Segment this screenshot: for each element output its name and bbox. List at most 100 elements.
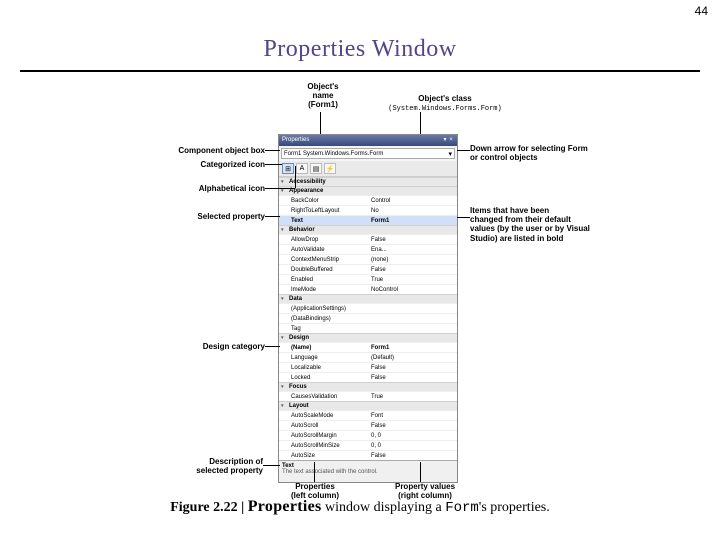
property-value[interactable]: False [368, 235, 457, 244]
property-row[interactable]: AutoScrollMargin0, 0 [279, 430, 457, 440]
lead-categorized [265, 164, 282, 165]
category-header[interactable]: Focus [279, 382, 457, 391]
property-value[interactable] [368, 304, 457, 313]
property-row[interactable]: AutoValidateEna... [279, 244, 457, 254]
property-value[interactable]: True [368, 275, 457, 284]
property-value[interactable]: Control [368, 196, 457, 205]
property-name: BackColor [279, 196, 368, 205]
property-name: AutoScrollMargin [279, 431, 368, 440]
property-name: Tag [279, 324, 368, 333]
page-number: 44 [695, 4, 708, 18]
property-row[interactable]: BackColorControl [279, 195, 457, 205]
property-row[interactable]: DoubleBufferedFalse [279, 264, 457, 274]
close-icon[interactable]: × [448, 135, 454, 146]
property-name: AutoScaleMode [279, 411, 368, 420]
alphabetical-icon[interactable]: A [296, 163, 308, 174]
title-underline [20, 70, 700, 72]
property-row[interactable]: AllowDropFalse [279, 234, 457, 244]
property-value[interactable]: Form1 [368, 216, 457, 225]
combo-text: Form1 System.Windows.Forms.Form [284, 151, 383, 157]
callout-object-class: Object's class (System.Windows.Forms.For… [370, 94, 520, 113]
categorized-icon[interactable]: ⊞ [282, 163, 294, 174]
lead-props-col [314, 462, 315, 482]
chevron-down-icon[interactable]: ▾ [448, 150, 452, 158]
property-row[interactable]: AutoSizeFalse [279, 450, 457, 460]
category-header[interactable]: Layout [279, 401, 457, 410]
window-titlebar: Properties ▾× [279, 135, 457, 146]
property-name: Locked [279, 373, 368, 382]
property-name: ContextMenuStrip [279, 255, 368, 264]
property-row[interactable]: Language(Default) [279, 352, 457, 362]
property-name: Language [279, 353, 368, 362]
property-row[interactable]: CausesValidationTrue [279, 391, 457, 401]
property-value[interactable]: No [368, 206, 457, 215]
property-row[interactable]: AutoScrollMinSize0, 0 [279, 440, 457, 450]
property-value[interactable]: (none) [368, 255, 457, 264]
property-value[interactable]: False [368, 373, 457, 382]
property-name: Text [279, 216, 368, 225]
properties-grid: AccessibilityAppearanceBackColorControlR… [279, 177, 457, 460]
category-header[interactable]: Data [279, 294, 457, 303]
property-value[interactable]: 0, 0 [368, 431, 457, 440]
callout-object-name: Object's name (Form1) [288, 82, 358, 110]
property-value[interactable]: 0, 0 [368, 441, 457, 450]
property-value[interactable] [368, 314, 457, 323]
property-row[interactable]: (DataBindings) [279, 313, 457, 323]
property-row[interactable]: LockedFalse [279, 372, 457, 382]
property-name: AutoScroll [279, 421, 368, 430]
property-value[interactable]: False [368, 421, 457, 430]
property-value[interactable]: Ena... [368, 245, 457, 254]
property-row[interactable]: ImeModeNoControl [279, 284, 457, 294]
property-value[interactable] [368, 324, 457, 333]
component-object-box[interactable]: Form1 System.Windows.Forms.Form ▾ [281, 148, 455, 159]
figure-area: Object's name (Form1) Object's class (Sy… [0, 84, 720, 494]
category-header[interactable]: Accessibility [279, 177, 457, 186]
callout-design-cat: Design category [165, 342, 265, 351]
titlebar-icons: ▾× [442, 135, 454, 146]
property-name: (ApplicationSettings) [279, 304, 368, 313]
lead-bold-items [457, 217, 470, 218]
category-header[interactable]: Behavior [279, 225, 457, 234]
figure-caption: Figure 2.22 | Properties window displayi… [0, 498, 720, 516]
lead-selected-prop [265, 216, 280, 217]
lead-design-cat [265, 346, 280, 347]
property-row[interactable]: EnabledTrue [279, 274, 457, 284]
description-body: The text associated with the control. [282, 469, 454, 475]
property-value[interactable]: True [368, 392, 457, 401]
property-row[interactable]: (ApplicationSettings) [279, 303, 457, 313]
property-value[interactable]: False [368, 363, 457, 372]
category-header[interactable]: Design [279, 333, 457, 342]
lead-component-box [265, 150, 280, 151]
property-value[interactable]: False [368, 451, 457, 460]
property-row[interactable]: AutoScrollFalse [279, 420, 457, 430]
properties-window: Properties ▾× Form1 System.Windows.Forms… [278, 134, 458, 483]
property-row[interactable]: RightToLeftLayoutNo [279, 205, 457, 215]
property-row[interactable]: (Name)Form1 [279, 342, 457, 352]
property-value[interactable]: NoControl [368, 285, 457, 294]
property-value[interactable]: Form1 [368, 343, 457, 352]
property-row[interactable]: TextForm1 [279, 215, 457, 225]
property-name: AutoValidate [279, 245, 368, 254]
property-value[interactable]: (Default) [368, 353, 457, 362]
property-row[interactable]: AutoScaleModeFont [279, 410, 457, 420]
properties-toolbar: ⊞ A ▤ ⚡ [279, 161, 457, 177]
property-name: ImeMode [279, 285, 368, 294]
property-value[interactable]: Font [368, 411, 457, 420]
properties-page-icon[interactable]: ▤ [310, 163, 322, 174]
property-name: AutoSize [279, 451, 368, 460]
property-row[interactable]: Tag [279, 323, 457, 333]
property-row[interactable]: LocalizableFalse [279, 362, 457, 372]
property-name: (Name) [279, 343, 368, 352]
property-name: Enabled [279, 275, 368, 284]
property-name: AllowDrop [279, 235, 368, 244]
category-header[interactable]: Appearance [279, 186, 457, 195]
callout-bold-items: Items that have been changed from their … [470, 206, 640, 243]
callout-selected-prop: Selected property [165, 212, 265, 221]
property-row[interactable]: ContextMenuStrip(none) [279, 254, 457, 264]
slide-title: Properties Window [0, 36, 720, 63]
callout-component-box: Component object box [135, 146, 265, 155]
lead-vals-col [420, 462, 421, 482]
events-icon[interactable]: ⚡ [324, 163, 336, 174]
property-name: (DataBindings) [279, 314, 368, 323]
property-value[interactable]: False [368, 265, 457, 274]
